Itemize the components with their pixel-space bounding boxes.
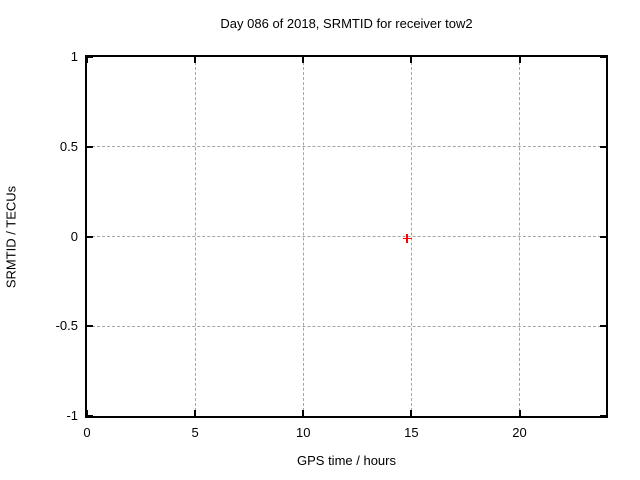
x-tick-mark-top <box>194 57 197 63</box>
y-axis-title: SRMTID / TECUs <box>3 185 19 289</box>
y-tick-mark-right <box>600 145 606 148</box>
x-tick-mark-top <box>410 57 413 63</box>
gridline-horizontal <box>87 325 606 327</box>
y-tick-mark-right <box>600 56 606 58</box>
y-tick-label: 0.5 <box>59 138 78 154</box>
x-tick-label: 20 <box>512 425 527 440</box>
plot-area <box>85 55 608 418</box>
y-tick-mark-right <box>600 235 606 238</box>
y-tick-mark-left <box>87 415 93 417</box>
gridline-horizontal <box>87 236 606 237</box>
x-tick-mark-top <box>518 57 521 63</box>
x-tick-label: 0 <box>83 425 91 440</box>
y-tick-mark-left <box>87 56 93 58</box>
y-tick-mark-left <box>87 145 93 148</box>
x-tick-mark-bottom <box>194 410 197 416</box>
x-tick-mark-bottom <box>86 410 88 416</box>
y-tick-mark-left <box>87 325 93 328</box>
x-tick-mark-top <box>86 57 88 63</box>
x-tick-label: 10 <box>296 425 311 440</box>
x-axis-title: GPS time / hours <box>297 453 396 468</box>
y-tick-label: -0.5 <box>55 318 78 334</box>
y-tick-label: -1 <box>66 408 78 423</box>
y-tick-mark-left <box>87 235 93 238</box>
x-tick-mark-bottom <box>410 410 413 416</box>
x-tick-label: 5 <box>191 425 199 440</box>
plus-marker-vertical-bar <box>406 233 408 243</box>
x-tick-mark-top <box>302 57 305 63</box>
y-tick-mark-right <box>600 325 606 328</box>
y-tick-label: 0 <box>70 228 78 244</box>
x-tick-mark-bottom <box>302 410 305 416</box>
chart-title: Day 086 of 2018, SRMTID for receiver tow… <box>220 16 473 31</box>
x-tick-label: 15 <box>404 425 419 440</box>
y-tick-mark-right <box>600 415 606 417</box>
x-tick-mark-bottom <box>518 410 521 416</box>
gridline-horizontal <box>87 146 606 148</box>
y-tick-label: 1 <box>70 49 78 64</box>
